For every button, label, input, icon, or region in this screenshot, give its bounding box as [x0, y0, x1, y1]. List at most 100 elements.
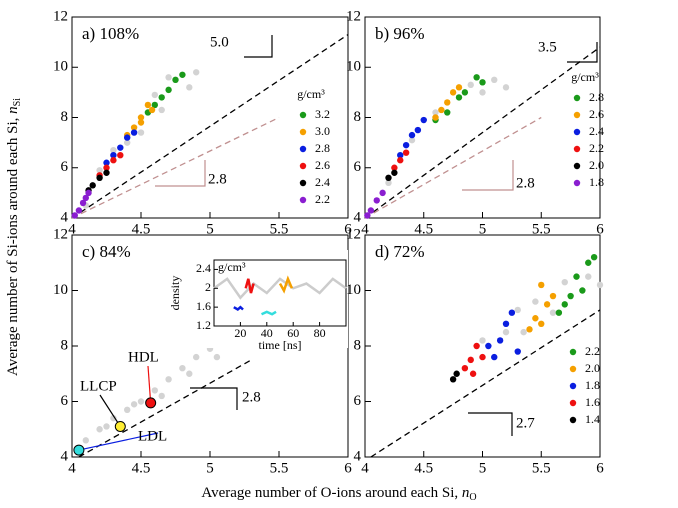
x-tick-label: 4.5 [414, 221, 433, 237]
x-tick-label: 4.5 [414, 460, 433, 476]
x-tick-label: 5 [206, 460, 214, 476]
x-tick-label: 5.5 [532, 221, 551, 237]
y-tick-label: 4 [354, 209, 362, 225]
data-point [485, 342, 492, 350]
data-point [89, 182, 96, 189]
legend-swatch [573, 179, 581, 187]
state-marker [73, 444, 85, 456]
data-point [75, 207, 83, 214]
y-tick-label: 8 [354, 109, 362, 125]
data-point [473, 74, 480, 81]
data-point [117, 144, 124, 151]
data-point [414, 126, 422, 134]
data-point [444, 109, 451, 116]
data-point [502, 320, 510, 327]
data-point [213, 353, 221, 361]
legend-swatch [573, 162, 581, 170]
legend-label: 1.8 [589, 175, 604, 189]
x-tick-label: 4 [68, 460, 76, 476]
slope-triangle [155, 160, 206, 187]
inset-line [261, 310, 277, 316]
y-axis-label-subscript: Si [12, 98, 23, 107]
inset-background [168, 250, 348, 348]
marker-pointer [147, 365, 152, 403]
inset-y-label: density [168, 276, 182, 311]
data-point [367, 207, 375, 214]
y-tick-label: 12 [53, 8, 68, 24]
x-tick-label: 4 [68, 221, 76, 237]
data-point [514, 348, 521, 355]
data-point [96, 426, 103, 433]
data-point [82, 437, 90, 444]
slope-label: 5.0 [210, 34, 229, 50]
legend-swatch [573, 94, 581, 102]
data-point [391, 169, 398, 176]
data-point [124, 406, 131, 414]
data-point [151, 387, 158, 394]
y-tick-label: 10 [346, 59, 361, 75]
data-point [567, 292, 574, 300]
data-point [408, 136, 416, 144]
legend-label: 2.2 [315, 192, 330, 206]
data-point [137, 114, 145, 121]
data-point [186, 370, 193, 377]
y-tick-label: 6 [61, 393, 69, 409]
data-point [179, 365, 186, 372]
inset-y-tick-label: 2.4 [196, 261, 211, 275]
data-point [491, 353, 498, 361]
data-point [172, 76, 179, 84]
marker-label: LLCP [80, 378, 117, 394]
legend-swatch [299, 145, 307, 153]
y-tick-label: 12 [53, 226, 68, 242]
plot-frame [364, 234, 601, 458]
data-point [130, 129, 138, 136]
data-point [96, 174, 103, 181]
data-point [502, 84, 510, 91]
data-point [151, 91, 158, 99]
x-axis-label-symbol: n [462, 485, 470, 501]
legend-label: 1.6 [585, 395, 600, 409]
inset-line [278, 275, 294, 294]
data-point [491, 76, 498, 84]
data-point [110, 414, 117, 422]
data-point [455, 84, 463, 91]
y-tick-label: 8 [61, 109, 69, 125]
data-point [420, 116, 427, 124]
data-point [158, 94, 165, 101]
reference-line [71, 116, 280, 219]
inset-x-tick-label: 60 [287, 326, 299, 340]
x-axis-label-subscript: O [469, 492, 476, 503]
reference-line [364, 46, 601, 219]
inset-x-tick-label: 40 [261, 326, 273, 340]
x-tick-label: 6 [344, 221, 352, 237]
inset-line [213, 277, 347, 300]
slope-label: 2.8 [516, 175, 535, 191]
data-point [479, 337, 486, 344]
state-marker [145, 397, 157, 409]
state-marker [114, 420, 126, 432]
data-point [103, 169, 110, 176]
data-point [391, 164, 398, 171]
y-tick-label: 12 [346, 226, 361, 242]
data-point [538, 281, 545, 289]
slope-label: 2.8 [242, 389, 261, 405]
legend-label: 2.8 [589, 90, 604, 104]
marker-pointer [99, 394, 121, 427]
y-tick-label: 4 [61, 448, 69, 464]
data-point [585, 273, 592, 280]
data-point [543, 301, 551, 308]
inset-line [244, 278, 255, 294]
inset-y-tick-label: 1.6 [196, 299, 211, 313]
legend-title: g/cm³ [297, 87, 325, 101]
data-point [82, 194, 90, 202]
x-tick-label: 5 [206, 221, 214, 237]
data-point [158, 392, 165, 400]
panel-title: a) 108% [82, 24, 139, 43]
data-point [124, 139, 131, 146]
data-point [561, 278, 568, 286]
inset-x-label: time [ns] [259, 338, 302, 352]
legend-label: 2.2 [589, 141, 604, 155]
x-tick-label: 5.5 [270, 221, 289, 237]
data-point [455, 94, 463, 101]
